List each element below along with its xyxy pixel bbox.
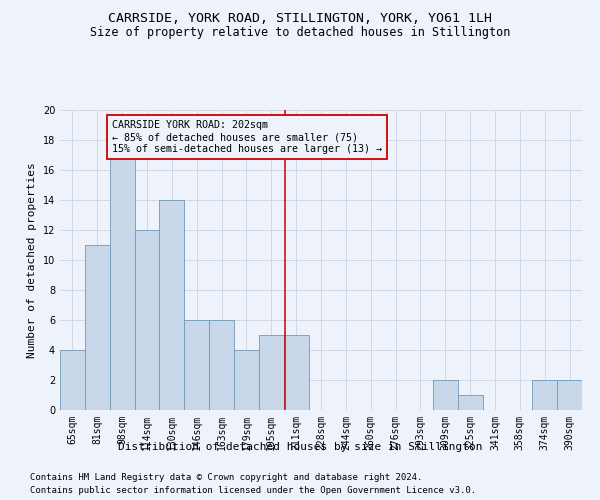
Bar: [259, 335, 284, 410]
Text: Distribution of detached houses by size in Stillington: Distribution of detached houses by size …: [118, 442, 482, 452]
Text: CARRSIDE YORK ROAD: 202sqm
← 85% of detached houses are smaller (75)
15% of semi: CARRSIDE YORK ROAD: 202sqm ← 85% of deta…: [112, 120, 382, 154]
Bar: [110, 155, 134, 410]
Bar: [458, 395, 482, 410]
Bar: [557, 380, 582, 410]
Text: Contains public sector information licensed under the Open Government Licence v3: Contains public sector information licen…: [30, 486, 476, 495]
Text: Contains HM Land Registry data © Crown copyright and database right 2024.: Contains HM Land Registry data © Crown c…: [30, 472, 422, 482]
Bar: [532, 380, 557, 410]
Text: CARRSIDE, YORK ROAD, STILLINGTON, YORK, YO61 1LH: CARRSIDE, YORK ROAD, STILLINGTON, YORK, …: [108, 12, 492, 26]
Bar: [134, 230, 160, 410]
Text: Size of property relative to detached houses in Stillington: Size of property relative to detached ho…: [90, 26, 510, 39]
Bar: [85, 245, 110, 410]
Bar: [209, 320, 234, 410]
Bar: [60, 350, 85, 410]
Bar: [234, 350, 259, 410]
Bar: [284, 335, 308, 410]
Y-axis label: Number of detached properties: Number of detached properties: [27, 162, 37, 358]
Bar: [433, 380, 458, 410]
Bar: [184, 320, 209, 410]
Bar: [160, 200, 184, 410]
